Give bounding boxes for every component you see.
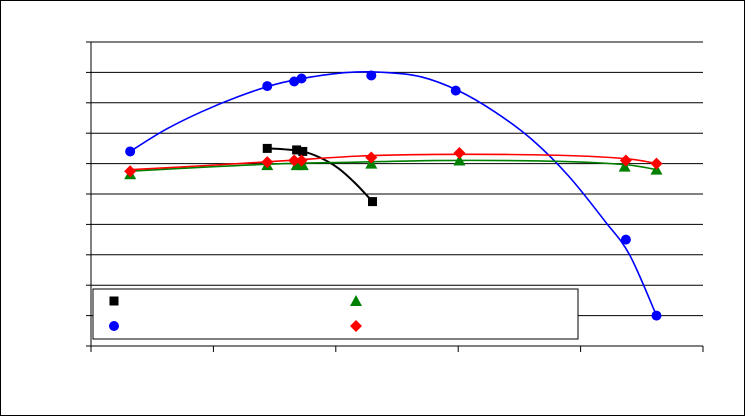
axes [86,41,704,352]
series-square-point-3 [368,197,378,207]
series-square-point-0 [262,143,272,153]
series-diamond-point-6 [619,154,632,167]
series-triangle-curve [130,159,657,172]
series-square-curve [267,147,374,203]
series-circle-point-4 [366,70,377,81]
series-circle-point-5 [450,85,461,96]
series-diamond-point-3 [295,154,308,167]
series-circle-point-7 [651,310,662,321]
series-diamond-point-0 [124,165,137,178]
series-circle-point-0 [125,146,136,157]
series-diamond-point-1 [261,156,274,169]
series-circle-point-6 [620,234,631,245]
series-diamond-point-5 [453,146,466,159]
series-circle-point-3 [296,73,307,84]
legend-key-square [109,296,119,306]
series-diamond-curve [130,153,657,171]
legend-key-diamond [350,320,362,332]
legend [92,288,579,340]
series-square-point-2 [298,146,308,156]
series-diamond-point-7 [650,157,663,170]
series-diamond-point-4 [365,151,378,164]
legend-key-triangle [350,295,362,306]
series-circle-curve [129,71,658,316]
series-triangle-point-6 [618,160,631,172]
trend-curves [129,71,658,316]
series-square-point-1 [292,145,302,155]
data-markers [124,70,663,321]
legend-box [92,288,579,340]
series-diamond-point-2 [288,154,301,167]
series-triangle-point-5 [453,154,466,166]
legend-key-circle [109,321,119,331]
series-circle-point-1 [262,81,273,92]
gridlines [91,41,703,317]
